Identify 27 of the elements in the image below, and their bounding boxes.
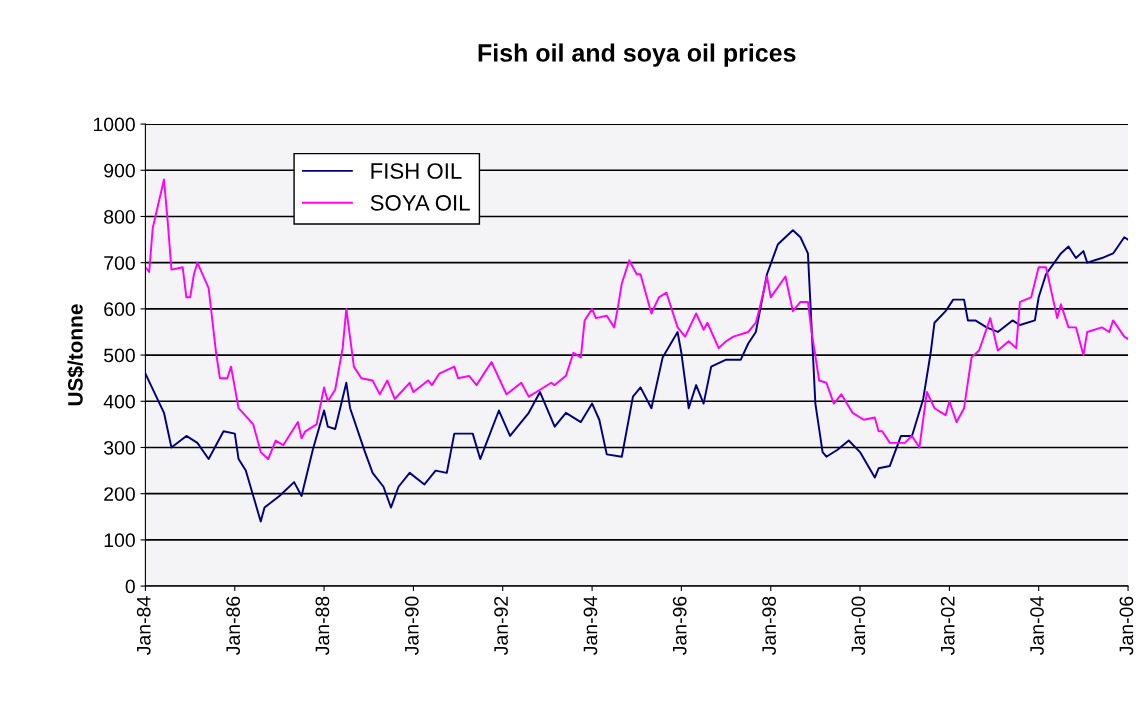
legend-label: SOYA OIL [370,194,470,211]
y-tick-label: 300 [103,440,135,455]
x-tick-label: Jan-96 [672,596,687,655]
y-tick-label: 500 [104,348,135,363]
y-tick-label: 200 [104,487,135,501]
y-tick-label: 700 [104,256,135,270]
x-tick-label: Jan-86 [226,596,241,655]
x-tick-label: Jan-06 [1119,596,1134,655]
chart-title: Fish oil and soya oil prices [478,43,796,67]
x-tick-label: Jan-00 [851,596,866,655]
legend-label: FISH OIL [371,163,462,179]
x-tick-label: Jan-04 [1030,596,1044,655]
y-tick-label: 600 [104,302,135,317]
x-tick-label: Jan-02 [940,596,955,655]
x-tick-label: Jan-98 [762,596,776,655]
y-tick-label: 800 [104,209,135,224]
y-tick-label: 900 [104,163,135,178]
y-tick-label: 100 [104,533,135,548]
x-tick-label: Jan-92 [494,596,508,655]
x-tick-label: Jan-88 [315,596,330,655]
x-tick-label: Jan-84 [136,596,151,655]
y-tick-label: 0 [125,579,135,594]
x-tick-label: Jan-90 [404,596,419,655]
y-tick-label: 400 [103,394,135,409]
y-axis-title: US$/tonne [67,304,85,406]
x-tick-label: Jan-94 [583,596,598,655]
y-tick-label: 1000 [93,117,135,132]
